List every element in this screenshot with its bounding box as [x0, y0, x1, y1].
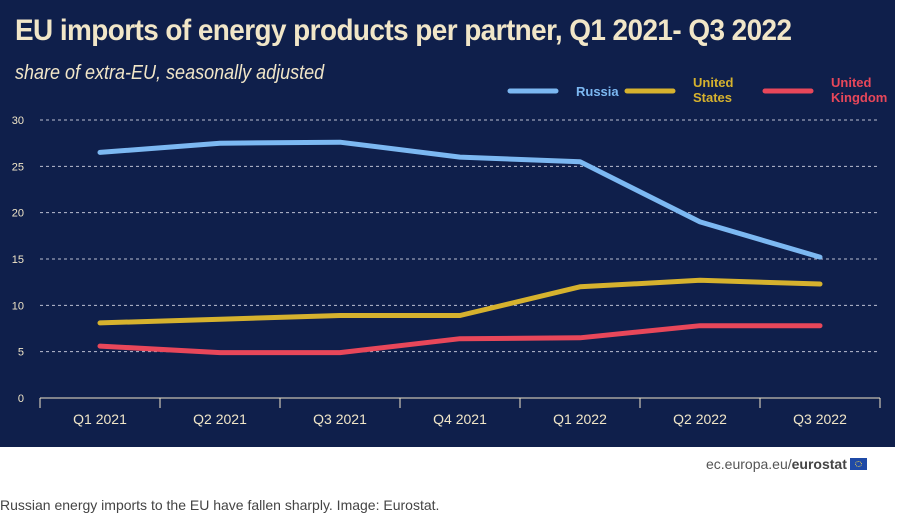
chart-subtitle: share of extra-EU, seasonally adjusted: [15, 62, 325, 84]
image-caption: Russian energy imports to the EU have fa…: [0, 497, 440, 513]
y-tick-label: 15: [12, 254, 24, 266]
chart-title: EU imports of energy products per partne…: [15, 14, 792, 47]
source-credit[interactable]: ec.europa.eu/eurostat: [706, 456, 867, 472]
y-tick-label: 25: [12, 161, 24, 173]
y-tick-label: 20: [12, 208, 24, 220]
chart-panel: EU imports of energy products per partne…: [0, 0, 895, 447]
x-tick-label: Q1 2021: [73, 411, 127, 427]
x-tick-label: Q3 2021: [313, 411, 367, 427]
x-tick-label: Q2 2021: [193, 411, 247, 427]
y-tick-label: 30: [12, 115, 24, 127]
legend-label-line: United: [831, 75, 872, 90]
y-tick-label: 10: [12, 300, 24, 312]
legend-label-line: United: [693, 75, 734, 90]
y-tick-label: 0: [18, 393, 24, 405]
legend-label: Russia: [576, 84, 619, 99]
legend-label: United Kingdom: [831, 75, 887, 105]
legend-label-line: Kingdom: [831, 90, 887, 105]
x-tick-label: Q3 2022: [793, 411, 847, 427]
x-tick-label: Q2 2022: [673, 411, 727, 427]
x-tick-label: Q4 2021: [433, 411, 487, 427]
line-chart: 0 5 10 15 20 25 30 Q1 2021 Q2 2021 Q3 2021 Q4 2021…: [12, 75, 888, 427]
x-tick-label: Q1 2022: [553, 411, 607, 427]
legend-label: United States: [693, 75, 734, 105]
series-line-united-kingdom: [97, 323, 823, 356]
source-brand: eurostat: [791, 456, 847, 472]
legend-label-line: States: [693, 90, 732, 105]
eu-flag-icon: [849, 458, 867, 470]
series-line-united-states: [97, 277, 823, 326]
source-domain: ec.europa.eu/: [706, 456, 792, 472]
y-tick-label: 5: [18, 347, 24, 359]
series-line-russia: [97, 139, 823, 260]
